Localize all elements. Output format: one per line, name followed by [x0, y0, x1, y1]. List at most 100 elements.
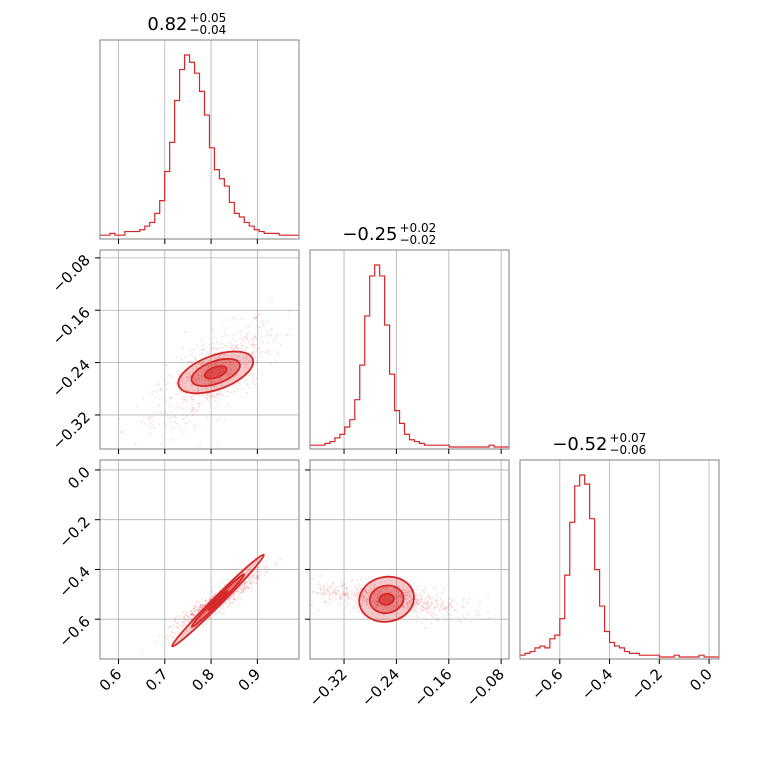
scatter-point: [441, 603, 444, 606]
scatter-point: [243, 336, 246, 339]
scatter-point: [212, 385, 215, 388]
scatter-point: [224, 344, 227, 347]
scatter-point: [232, 597, 235, 600]
y-tick-label: −0.4: [55, 563, 93, 601]
scatter-point: [191, 612, 194, 615]
scatter-point: [213, 363, 216, 366]
scatter-point: [198, 600, 201, 603]
x-tick-label: −0.08: [463, 665, 508, 710]
scatter-point: [184, 610, 187, 613]
scatter-point: [425, 595, 428, 598]
scatter-point: [414, 595, 417, 598]
scatter-point: [229, 379, 232, 382]
scatter-point: [381, 592, 384, 595]
scatter-point: [354, 594, 357, 597]
scatter-point: [311, 590, 314, 593]
scatter-point: [250, 576, 253, 579]
scatter-point: [343, 592, 346, 595]
scatter-point: [372, 604, 375, 607]
scatter-point: [231, 602, 234, 605]
scatter-point: [365, 604, 368, 607]
scatter-point: [192, 614, 195, 617]
scatter-point: [204, 396, 207, 399]
scatter-point: [246, 346, 249, 349]
scatter-point: [253, 354, 256, 357]
scatter-point: [235, 347, 238, 350]
scatter-point: [228, 587, 231, 590]
scatter-point: [195, 365, 198, 368]
scatter-point: [420, 609, 423, 612]
scatter-point: [441, 600, 444, 603]
scatter-point: [417, 593, 420, 596]
scatter-point: [228, 587, 231, 590]
scatter-point: [254, 577, 257, 580]
scatter-point: [213, 336, 216, 339]
scatter-point: [249, 344, 252, 347]
scatter-point: [189, 353, 192, 356]
scatter-point: [196, 409, 199, 412]
scatter-point: [423, 591, 426, 594]
scatter-point: [225, 354, 228, 357]
scatter-point: [231, 347, 234, 350]
scatter-point: [214, 362, 217, 365]
y-tick-label: −0.32: [49, 408, 94, 453]
scatter-point: [239, 597, 242, 600]
scatter-point: [452, 599, 455, 602]
scatter-point: [193, 378, 196, 381]
scatter-point: [204, 354, 207, 357]
scatter-point: [147, 416, 150, 419]
scatter-point: [211, 341, 214, 344]
x-tick-label: 0.8: [188, 665, 218, 695]
scatter-point: [211, 330, 214, 333]
scatter-point: [185, 414, 188, 417]
scatter-point: [234, 582, 237, 585]
scatter-point: [197, 390, 200, 393]
scatter-point: [317, 608, 320, 611]
scatter-point: [255, 582, 258, 585]
scatter-point: [307, 586, 309, 588]
scatter-point: [191, 613, 194, 616]
scatter-point: [246, 383, 249, 386]
scatter-point: [362, 600, 365, 603]
scatter-point: [444, 606, 447, 609]
scatter-point: [287, 313, 290, 316]
scatter-point: [404, 598, 407, 601]
scatter-point: [183, 331, 186, 334]
scatter-point: [187, 362, 190, 365]
scatter-point: [207, 383, 210, 386]
scatter-point: [338, 593, 341, 596]
scatter-point: [189, 407, 192, 410]
scatter-point: [240, 359, 243, 362]
scatter-point: [267, 342, 270, 345]
scatter-point: [356, 588, 359, 591]
scatter-point: [333, 598, 336, 601]
scatter-point: [192, 607, 195, 610]
scatter-point: [160, 442, 163, 445]
scatter-point: [363, 590, 366, 593]
scatter-point: [415, 587, 418, 590]
scatter-point: [206, 360, 209, 363]
scatter-point: [164, 412, 167, 415]
scatter-point: [363, 588, 366, 591]
scatter-point: [236, 384, 239, 387]
scatter-point: [462, 605, 465, 608]
scatter-point: [149, 416, 152, 419]
scatter-point: [372, 602, 375, 605]
scatter-point: [414, 593, 417, 596]
scatter-point: [193, 613, 196, 616]
scatter-point: [425, 617, 428, 620]
scatter-point: [253, 336, 256, 339]
scatter-point: [354, 585, 357, 588]
scatter-point: [243, 586, 246, 589]
scatter-point: [192, 605, 195, 608]
scatter-point: [355, 592, 358, 595]
scatter-point: [239, 587, 242, 590]
scatter-point: [196, 374, 199, 377]
scatter-point: [331, 582, 334, 585]
histogram-panel: [100, 40, 299, 239]
histogram-panel: [310, 250, 509, 449]
scatter-point: [339, 585, 342, 588]
scatter-point: [414, 608, 417, 611]
scatter-point: [324, 600, 327, 603]
scatter-point: [257, 575, 260, 578]
